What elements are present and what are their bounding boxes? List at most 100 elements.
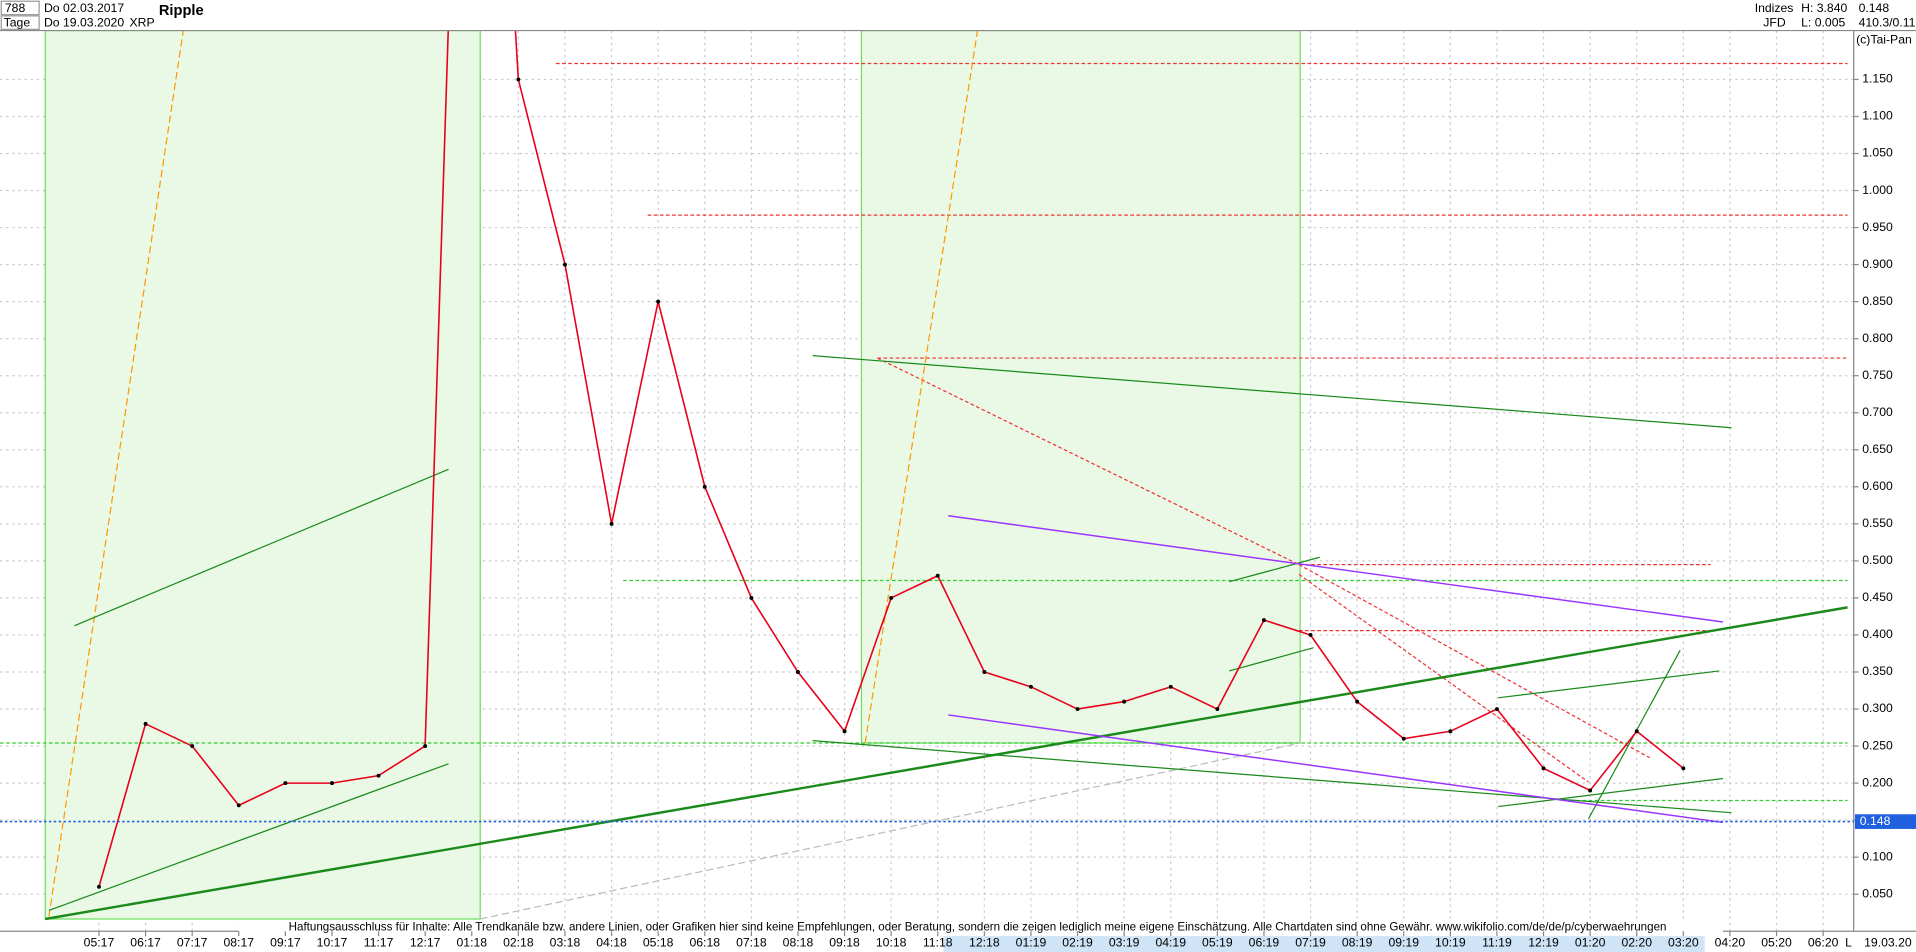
price-point	[702, 484, 707, 489]
price-point	[1448, 729, 1453, 734]
low: L: 0.005	[1801, 15, 1845, 29]
trend-line	[948, 714, 1724, 824]
trend-line	[1498, 777, 1724, 808]
last-date: 19.03.20	[1864, 936, 1912, 950]
price-point	[97, 884, 101, 889]
x-tick-label: 08:19	[1342, 936, 1373, 950]
y-tick-label: 0.500	[1862, 553, 1893, 567]
price-point	[1168, 684, 1173, 689]
x-tick-label: 10:18	[876, 936, 907, 950]
y-tick-label: 0.100	[1862, 849, 1893, 863]
price-point	[842, 729, 847, 734]
x-tick-label: 06:19	[1249, 936, 1280, 950]
y-tick-label: 0.400	[1862, 627, 1893, 641]
price-point	[749, 595, 754, 600]
bars-select[interactable]	[0, 0, 40, 16]
trend-line	[812, 739, 1732, 814]
start-date: Do 02.03.2017	[44, 1, 124, 15]
end-date: Do 19.03.2020	[44, 15, 124, 29]
price-point	[376, 773, 381, 778]
series-layer	[97, 30, 1686, 889]
price-point	[1401, 736, 1406, 741]
y-tick-label: 0.750	[1862, 368, 1893, 382]
x-tick-label: 12:19	[1528, 936, 1559, 950]
y-tick-label: 0.700	[1862, 405, 1893, 419]
x-tick-label: 03:20	[1668, 936, 1699, 950]
price-point	[1122, 699, 1127, 704]
y-tick-label: 0.200	[1862, 775, 1893, 789]
source: JFD	[1763, 15, 1786, 29]
price-point	[330, 781, 334, 786]
y-tick-label: 0.650	[1862, 442, 1893, 456]
highlight-box	[44, 30, 481, 920]
x-tick-label: 09:17	[270, 936, 301, 950]
x-tick-label: 05:20	[1761, 936, 1792, 950]
x-tick-label: 12:17	[410, 936, 441, 950]
price-point	[1215, 707, 1220, 711]
price-point	[1028, 684, 1033, 689]
high: H: 3.840	[1801, 1, 1847, 15]
price-point	[1261, 618, 1266, 623]
x-tick-label: 09:18	[829, 936, 860, 950]
trend-line	[45, 606, 1848, 921]
x-tick-label: 08:18	[783, 936, 814, 950]
trend-line	[864, 30, 979, 744]
info: 410.3/0.11	[1859, 15, 1916, 29]
disclaimer-bg	[238, 920, 1723, 935]
trend-line	[1498, 670, 1720, 699]
x-tick-label: 02:18	[503, 936, 534, 950]
price-point	[609, 521, 614, 526]
price-point	[283, 781, 288, 786]
trend-line	[877, 357, 1300, 566]
highlight-box	[860, 30, 1301, 744]
price-point	[236, 803, 241, 808]
period-select[interactable]	[0, 15, 40, 30]
y-tick-label: 0.450	[1862, 590, 1893, 604]
trend-line	[74, 468, 449, 627]
x-tick-label: 03:18	[550, 936, 581, 950]
y-tick-label: 0.600	[1862, 479, 1893, 493]
x-tick-label: 07:19	[1295, 936, 1326, 950]
price-point	[935, 573, 940, 578]
copyright: (c)Tai-Pan	[1856, 33, 1912, 47]
last-price-header: 0.148	[1859, 1, 1890, 15]
x-tick-label: 01:19	[1016, 936, 1047, 950]
group: Indizes	[1755, 1, 1794, 15]
x-tick-label: 01:20	[1575, 936, 1606, 950]
x-tick-label: 06:18	[689, 936, 720, 950]
trend-line	[48, 763, 449, 912]
chart-title: Ripple	[159, 3, 204, 19]
price-point	[982, 670, 987, 674]
trend-line	[1229, 647, 1314, 672]
trend-line	[480, 742, 1301, 920]
x-tick-label: 05:18	[643, 936, 674, 950]
y-tick-label: 1.100	[1862, 109, 1893, 123]
x-tick-label: 01:18	[456, 936, 487, 950]
price-point	[563, 262, 567, 267]
trend-line	[1229, 556, 1320, 583]
price-point	[656, 299, 661, 304]
trend-line	[48, 30, 184, 917]
x-tick-label: 11:19	[1482, 936, 1512, 950]
y-tick-label: 0.550	[1862, 516, 1893, 530]
x-tick-label: 12:18	[969, 936, 1000, 950]
price-point	[1355, 699, 1360, 704]
annotations	[0, 30, 1848, 921]
price-point	[143, 721, 148, 726]
disclaimer: Haftungsausschluss für Inhalte: Alle Tre…	[289, 921, 1667, 934]
header-bar	[0, 0, 1916, 31]
x-tick-label: 02:19	[1062, 936, 1093, 950]
price-point	[1681, 766, 1686, 771]
x-tick-label: 07:17	[177, 936, 208, 950]
x-tick-label: 11:17	[364, 936, 394, 950]
price-point	[1494, 707, 1499, 711]
y-tick-label: 1.050	[1862, 146, 1893, 160]
price-point	[190, 744, 195, 749]
price-point	[796, 670, 800, 674]
price-point	[1541, 766, 1546, 771]
x-tick-label: 04:20	[1715, 936, 1746, 950]
symbol: XRP	[130, 15, 155, 29]
x-tick-label: 06:20	[1808, 936, 1839, 950]
